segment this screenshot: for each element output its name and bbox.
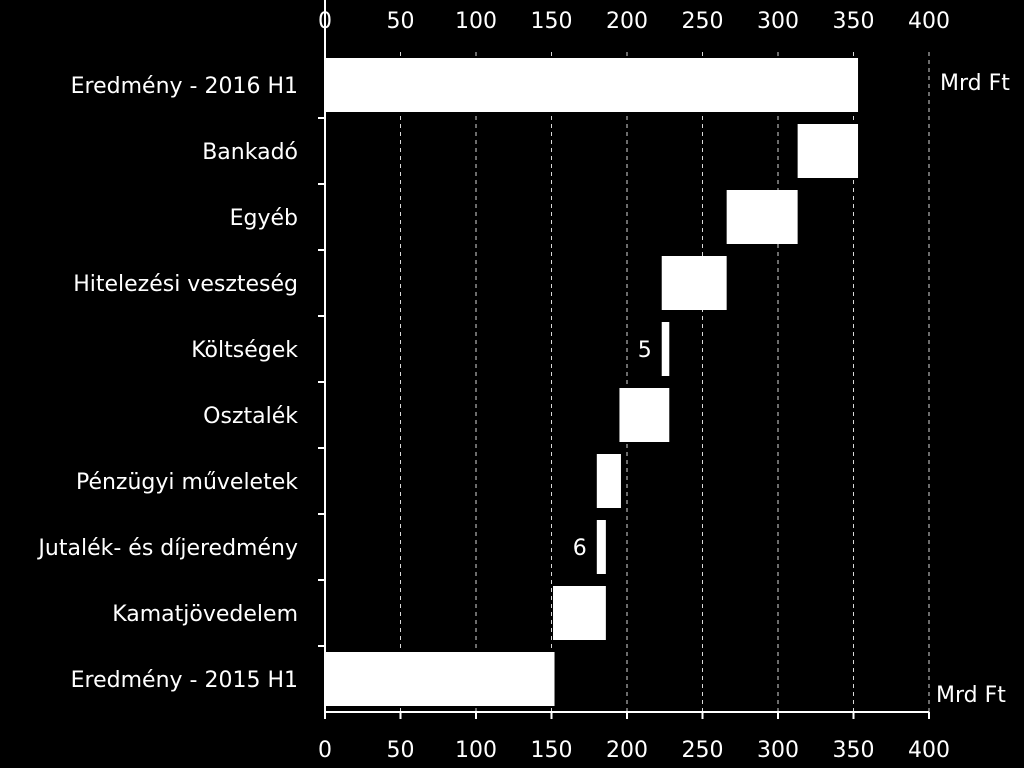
category-label: Hitelezési veszteség (73, 272, 298, 297)
category-label: Eredmény - 2016 H1 (71, 74, 298, 99)
category-label: Bankadó (202, 140, 298, 165)
bars (325, 58, 859, 706)
unit-label-top: Mrd Ft (940, 71, 1010, 96)
x-tick-label-bottom: 200 (606, 738, 648, 763)
category-labels: Eredmény - 2016 H1 Bankadó Egyéb Hitelezési… (36, 74, 298, 693)
category-label: Osztalék (203, 404, 298, 429)
bar (797, 124, 859, 178)
bar (325, 652, 555, 706)
gridlines (400, 52, 930, 712)
category-label: Pénzügyi műveletek (76, 470, 298, 495)
x-tick-label-bottom: 400 (908, 738, 950, 763)
data-labels: 56 (573, 338, 652, 561)
category-label: Eredmény - 2015 H1 (71, 668, 298, 693)
bar (325, 58, 859, 112)
bar (661, 322, 670, 376)
x-tick-label-top: 350 (833, 9, 875, 34)
bar (596, 520, 606, 574)
bar (596, 454, 621, 508)
category-label: Jutalék- és díjeredmény (36, 536, 298, 561)
unit-label-bottom: Mrd Ft (936, 683, 1006, 708)
x-tick-label-bottom: 150 (531, 738, 573, 763)
x-tick-label-bottom: 350 (833, 738, 875, 763)
category-label: Kamatjövedelem (112, 602, 298, 627)
x-tick-label-top: 0 (318, 9, 332, 34)
bar (726, 190, 798, 244)
x-tick-label-top: 150 (531, 9, 573, 34)
top-axis-ticks: 0 50 100 150 200 250 300 350 400 (318, 9, 950, 34)
bar (619, 388, 670, 442)
x-tick-label-top: 250 (682, 9, 724, 34)
category-label: Egyéb (230, 206, 298, 231)
x-tick-label-top: 100 (455, 9, 497, 34)
x-tick-label-bottom: 50 (387, 738, 415, 763)
x-tick-label-top: 50 (387, 9, 415, 34)
bar (661, 256, 727, 310)
x-tick-label-top: 200 (606, 9, 648, 34)
data-label: 5 (638, 338, 652, 363)
bar (553, 586, 606, 640)
x-tick-label-top: 400 (908, 9, 950, 34)
x-tick-label-bottom: 100 (455, 738, 497, 763)
x-tick-label-bottom: 250 (682, 738, 724, 763)
x-tick-label-bottom: 300 (757, 738, 799, 763)
category-label: Költségek (191, 338, 298, 363)
x-tick-label-bottom: 0 (318, 738, 332, 763)
bottom-axis-ticks: 0 50 100 150 200 250 300 350 400 (318, 712, 950, 763)
data-label: 6 (573, 536, 587, 561)
x-tick-label-top: 300 (757, 9, 799, 34)
